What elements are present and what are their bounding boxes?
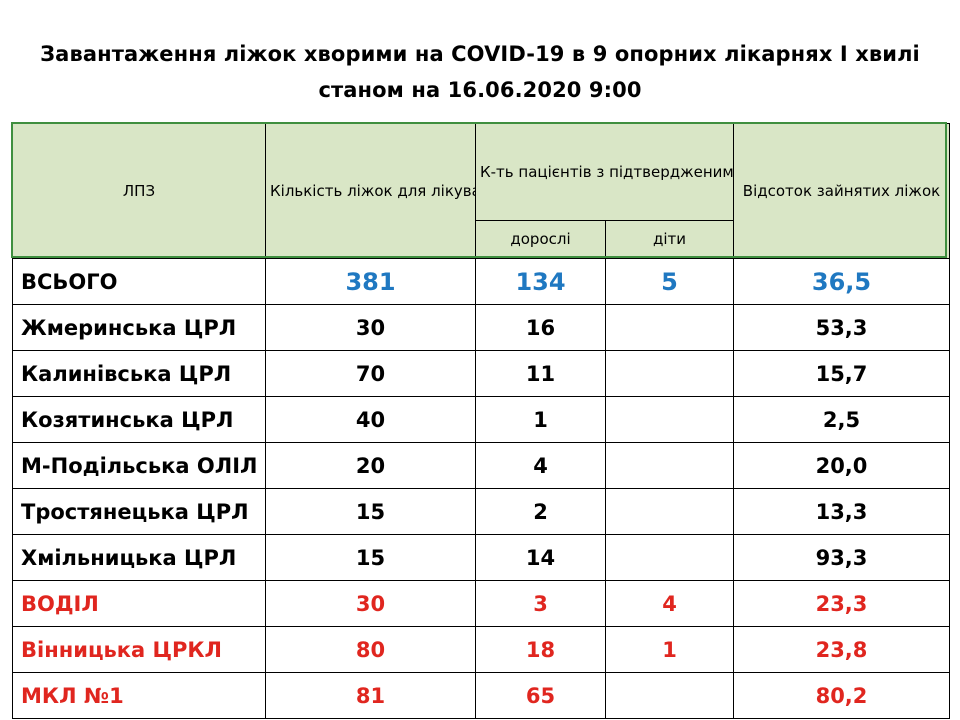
cell-name: М-Подільська ОЛІЛ <box>12 442 266 489</box>
title-line-2: станом на 16.06.2020 9:00 <box>318 78 642 102</box>
cell-name: Тростянецька ЦРЛ <box>12 488 266 535</box>
cell-children <box>605 488 734 535</box>
cell-percent: 13,3 <box>733 488 950 535</box>
cell-beds: 30 <box>265 304 476 351</box>
cell-percent: 2,5 <box>733 396 950 443</box>
table-row: Козятинська ЦРЛ 40 1 2,5 <box>12 396 950 443</box>
cell-children <box>605 672 734 719</box>
cell-percent: 53,3 <box>733 304 950 351</box>
cell-children <box>605 350 734 397</box>
cell-adults: 4 <box>475 442 606 489</box>
header-row-2: дорослі діти <box>13 220 950 259</box>
table-row: Хмільницька ЦРЛ 15 14 93,3 <box>12 534 950 581</box>
cell-beds: 15 <box>265 488 476 535</box>
cell-adults: 11 <box>475 350 606 397</box>
cell-beds: 80 <box>265 626 476 673</box>
page-title: Завантаження ліжок хворими на COVID-19 в… <box>0 36 960 108</box>
cell-adults: 1 <box>475 396 606 443</box>
table-row: М-Подільська ОЛІЛ 20 4 20,0 <box>12 442 950 489</box>
cell-children <box>605 396 734 443</box>
cell-percent: 20,0 <box>733 442 950 489</box>
cell-children <box>605 304 734 351</box>
table-row: МКЛ №1 81 65 80,2 <box>12 672 950 719</box>
cell-beds: 20 <box>265 442 476 489</box>
cell-beds: 381 <box>265 258 476 305</box>
cell-name: ВСЬОГО <box>12 258 266 305</box>
cell-name: ВОДІЛ <box>12 580 266 627</box>
cell-children: 1 <box>605 626 734 673</box>
cell-beds: 70 <box>265 350 476 397</box>
cell-percent: 23,8 <box>733 626 950 673</box>
title-line-1: Завантаження ліжок хворими на COVID-19 в… <box>40 42 920 66</box>
cell-name: Хмільницька ЦРЛ <box>12 534 266 581</box>
table-row: Жмеринська ЦРЛ 30 16 53,3 <box>12 304 950 351</box>
header-patients: К-ть пацієнтів з підтвердженим COVID-19 … <box>475 123 734 221</box>
table-row: ВОДІЛ 30 3 4 23,3 <box>12 580 950 627</box>
bed-occupancy-table: ЛПЗ Кількість ліжок для лікування хворих… <box>12 123 950 719</box>
cell-adults: 134 <box>475 258 606 305</box>
cell-children <box>605 534 734 581</box>
cell-children: 5 <box>605 258 734 305</box>
header-beds: Кількість ліжок для лікування хворих на … <box>265 123 476 259</box>
cell-adults: 2 <box>475 488 606 535</box>
cell-name: Козятинська ЦРЛ <box>12 396 266 443</box>
cell-name: Вінницька ЦРКЛ <box>12 626 266 673</box>
cell-percent: 80,2 <box>733 672 950 719</box>
cell-name: МКЛ №1 <box>12 672 266 719</box>
cell-adults: 18 <box>475 626 606 673</box>
cell-children: 4 <box>605 580 734 627</box>
header-children: діти <box>605 220 734 259</box>
header-adults: дорослі <box>475 220 606 259</box>
cell-percent: 15,7 <box>733 350 950 397</box>
cell-adults: 65 <box>475 672 606 719</box>
table-row: Калинівська ЦРЛ 70 11 15,7 <box>12 350 950 397</box>
cell-adults: 3 <box>475 580 606 627</box>
cell-percent: 93,3 <box>733 534 950 581</box>
cell-children <box>605 442 734 489</box>
cell-percent: 36,5 <box>733 258 950 305</box>
cell-name: Жмеринська ЦРЛ <box>12 304 266 351</box>
header-lpz: ЛПЗ <box>12 123 266 259</box>
table-row-total: ВСЬОГО 381 134 5 36,5 <box>12 258 950 305</box>
cell-percent: 23,3 <box>733 580 950 627</box>
header-row-1: ЛПЗ Кількість ліжок для лікування хворих… <box>12 123 950 259</box>
cell-adults: 16 <box>475 304 606 351</box>
header-percent: Відсоток зайнятих ліжок <box>733 123 950 259</box>
cell-beds: 81 <box>265 672 476 719</box>
table-row: Вінницька ЦРКЛ 80 18 1 23,8 <box>12 626 950 673</box>
table-row: Тростянецька ЦРЛ 15 2 13,3 <box>12 488 950 535</box>
cell-beds: 15 <box>265 534 476 581</box>
cell-adults: 14 <box>475 534 606 581</box>
cell-name: Калинівська ЦРЛ <box>12 350 266 397</box>
cell-beds: 40 <box>265 396 476 443</box>
cell-beds: 30 <box>265 580 476 627</box>
